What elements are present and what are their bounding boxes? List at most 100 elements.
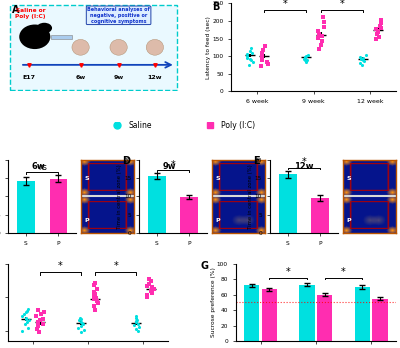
Point: [358, 62, 365, 68]
Point: [315, 35, 321, 41]
Point: [145, 276, 152, 282]
Point: [90, 293, 97, 299]
Point: [258, 63, 264, 69]
Point: [79, 320, 86, 326]
Point: [250, 60, 256, 65]
Text: P: P: [84, 218, 89, 223]
Point: [360, 57, 366, 63]
Point: [264, 61, 271, 66]
Point: [25, 306, 31, 311]
Point: [373, 37, 379, 42]
Ellipse shape: [36, 23, 52, 33]
Point: [321, 25, 327, 30]
Point: [357, 60, 364, 66]
Point: [303, 60, 309, 65]
Point: [316, 31, 322, 37]
Point: [148, 278, 154, 284]
Point: [148, 288, 154, 294]
Point: [130, 322, 137, 328]
Point: [94, 299, 101, 304]
Text: P: P: [215, 218, 220, 223]
Point: [244, 55, 250, 61]
Point: [263, 59, 270, 65]
Point: [135, 321, 141, 326]
Text: 12w: 12w: [294, 162, 313, 171]
Point: [81, 327, 87, 332]
Point: [92, 280, 98, 285]
Point: [92, 291, 98, 297]
Point: [19, 328, 26, 334]
Point: [91, 283, 98, 288]
Point: [319, 33, 325, 39]
Point: [34, 326, 40, 332]
Text: Poly (I:C): Poly (I:C): [222, 121, 256, 130]
Point: [302, 57, 308, 63]
Point: [36, 330, 42, 335]
Point: [23, 316, 29, 322]
Point: [91, 303, 98, 309]
Point: [19, 314, 26, 319]
Text: S: S: [84, 176, 89, 181]
Text: *: *: [286, 267, 290, 277]
Y-axis label: Time in central zone (%): Time in central zone (%): [248, 164, 253, 229]
Point: [246, 62, 252, 68]
Point: [315, 28, 321, 34]
Bar: [148, 176, 166, 233]
Text: S: S: [346, 176, 351, 181]
Text: *: *: [302, 157, 306, 167]
Bar: [244, 285, 260, 341]
Bar: [180, 197, 198, 233]
Point: [25, 325, 31, 330]
Text: 12w: 12w: [148, 75, 162, 80]
Point: [361, 58, 368, 64]
Point: [301, 56, 307, 61]
Point: [357, 56, 364, 62]
Point: [132, 318, 139, 324]
Point: [93, 286, 100, 292]
Text: E17: E17: [22, 75, 35, 80]
FancyBboxPatch shape: [51, 35, 72, 39]
Point: [40, 322, 46, 327]
Point: [91, 296, 97, 302]
Text: *: *: [340, 0, 344, 9]
Text: P: P: [346, 218, 351, 223]
Point: [78, 323, 84, 329]
Ellipse shape: [72, 39, 89, 55]
Point: [248, 57, 254, 63]
Point: [149, 290, 156, 295]
Point: [40, 309, 47, 315]
Point: [303, 53, 309, 59]
Text: *: *: [341, 267, 346, 277]
Point: [75, 325, 81, 330]
Text: 9w: 9w: [163, 162, 176, 171]
Point: [78, 319, 84, 324]
Point: [302, 54, 309, 60]
Text: *: *: [114, 261, 118, 271]
Point: [378, 21, 384, 26]
Point: [78, 330, 84, 335]
Point: [259, 57, 266, 62]
Point: [33, 314, 40, 319]
Bar: [354, 287, 370, 341]
Point: [24, 308, 30, 314]
Point: [35, 307, 41, 312]
Point: [378, 25, 384, 31]
Point: [133, 315, 140, 321]
Text: G: G: [200, 261, 208, 271]
Point: [149, 287, 155, 293]
Point: [320, 14, 326, 19]
Ellipse shape: [19, 24, 50, 49]
Point: [35, 319, 41, 325]
Point: [375, 28, 381, 34]
Point: [36, 317, 43, 323]
Point: [318, 39, 325, 44]
Point: [377, 17, 384, 23]
Point: [247, 48, 254, 54]
Text: *: *: [171, 160, 176, 170]
Point: [135, 328, 141, 334]
Text: 6w: 6w: [76, 75, 86, 80]
Bar: [50, 179, 68, 233]
Point: [304, 57, 310, 62]
Text: Saline: Saline: [128, 121, 152, 130]
Point: [95, 301, 101, 306]
